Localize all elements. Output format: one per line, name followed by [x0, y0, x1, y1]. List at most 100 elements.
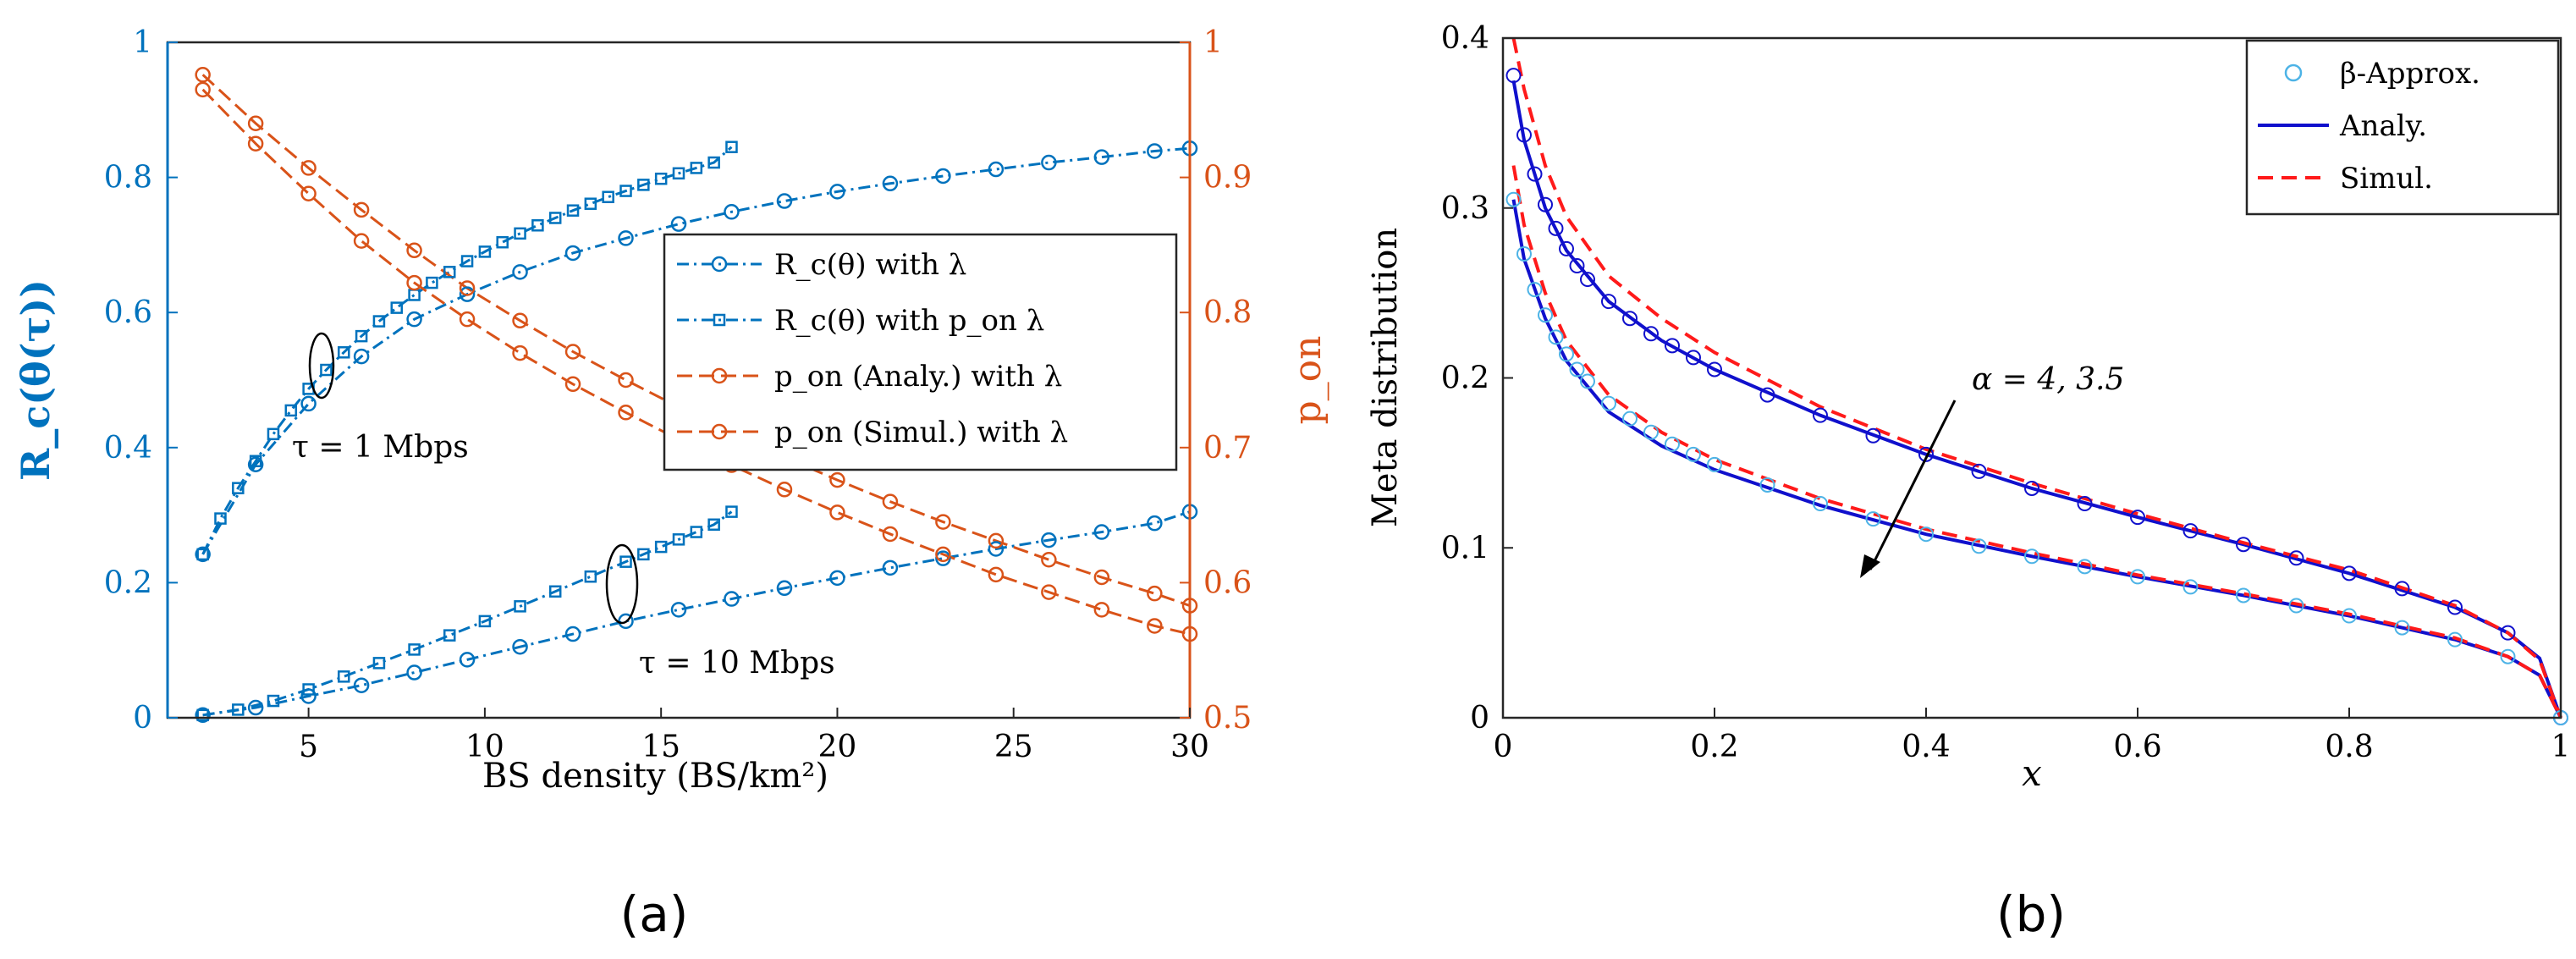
a-ytick-right-label: 0.9	[1203, 161, 1252, 196]
b-series-markers	[1505, 68, 2568, 725]
a-legend-label: R_c(θ) with λ	[774, 248, 966, 282]
a-ylabel-left: R_c(θ(τ))	[13, 279, 58, 481]
a-point	[353, 201, 370, 218]
b-point	[1569, 258, 1585, 274]
a-point	[584, 570, 597, 583]
a-point	[478, 615, 492, 628]
a-point	[372, 315, 386, 328]
b-series-line-2	[1511, 37, 2562, 719]
a-point	[390, 301, 404, 314]
a-point	[724, 204, 740, 220]
b-point	[2447, 599, 2463, 615]
b-point	[2500, 648, 2516, 664]
a-point	[1147, 515, 1163, 532]
b-legend-box	[2245, 39, 2560, 216]
a-point	[829, 504, 845, 521]
b-series-line-1	[1511, 199, 2562, 719]
b-point	[2024, 548, 2039, 565]
a-point	[249, 455, 262, 468]
b-point	[2500, 625, 2516, 641]
a-point	[459, 311, 476, 328]
b-legend: β-Approx. Analy. Simul.	[2245, 39, 2560, 216]
a-point	[829, 184, 845, 200]
b-point	[1686, 350, 1701, 366]
a-point	[724, 591, 740, 607]
a-point	[988, 541, 1005, 557]
a-point	[548, 585, 562, 598]
b-point	[2024, 480, 2039, 496]
a-point	[707, 156, 720, 169]
a-point	[776, 580, 793, 597]
a-point	[195, 546, 211, 563]
a-point	[619, 555, 632, 568]
a-point	[406, 311, 422, 328]
b-point	[1813, 496, 1828, 512]
a-point	[1093, 602, 1110, 618]
a-point	[725, 505, 738, 518]
a-point	[776, 482, 793, 498]
a-ytick-right-label: 0.5	[1203, 701, 1252, 736]
a-xtick-label: 30	[1170, 730, 1209, 764]
b-xtick-label: 0.2	[1690, 730, 1738, 764]
a-legend-marker	[711, 423, 728, 440]
b-point	[1580, 272, 1595, 288]
a-point	[300, 688, 316, 704]
a-point	[988, 566, 1005, 583]
a-ytick-right-label: 0.7	[1203, 431, 1252, 466]
b-point	[1622, 411, 1638, 427]
b-point	[1643, 326, 1659, 342]
a-legend-marker	[711, 256, 728, 273]
a-point	[353, 233, 370, 249]
panel-b: 0 0.2 0.4 0.6 0.8 1 0 0.1 0.2 0.3 0.4 Meta distrib…	[1366, 21, 2570, 943]
a-point	[232, 482, 245, 494]
b-xtick-label: 1	[2551, 730, 2571, 764]
b-point	[1527, 282, 1543, 298]
a-point	[1093, 149, 1110, 165]
a-legend-marker	[713, 313, 726, 327]
a-point	[1041, 532, 1057, 548]
a-point	[267, 694, 280, 708]
a-series-line-0	[201, 146, 1191, 555]
a-point	[564, 245, 581, 262]
a-point	[300, 185, 316, 202]
a-point	[247, 135, 264, 152]
a-point	[637, 548, 650, 561]
a-ylabel-right: p_on	[1286, 336, 1329, 425]
a-legend-label: p_on (Simul.) with λ	[774, 416, 1068, 449]
a-point	[302, 683, 315, 696]
a-point	[1093, 524, 1110, 540]
b-point	[1516, 127, 1532, 143]
panel-a: 5 10 15 20 25 30 0 0.2 0.4 0.6 0.8 1 0.5 0.6 0.7 0.8 0.9…	[13, 25, 1329, 943]
a-point	[478, 245, 492, 258]
b-arrowhead	[1860, 554, 1880, 578]
b-point	[1865, 511, 1881, 527]
a-point	[654, 540, 668, 554]
b-point	[2288, 550, 2304, 566]
a-xtick-label: 25	[994, 730, 1033, 764]
a-point	[670, 602, 687, 618]
a-point	[406, 664, 422, 681]
b-annotation-alpha: α = 4, 3.5	[1972, 362, 2124, 397]
a-point	[195, 67, 211, 83]
a-point	[1041, 154, 1057, 171]
a-point	[1147, 585, 1163, 602]
a-ellipse-tau10	[605, 543, 639, 625]
a-point	[935, 546, 951, 563]
a-point	[829, 570, 845, 587]
a-point	[355, 329, 368, 343]
a-xlabel: BS density (BS/km²)	[482, 757, 828, 796]
a-series-line-3	[202, 510, 733, 717]
a-annotation-tau10: τ = 10 Mbps	[639, 646, 835, 681]
a-point	[988, 532, 1005, 549]
b-legend-label: Analy.	[2339, 109, 2427, 143]
a-point	[196, 548, 209, 561]
a-point	[353, 348, 370, 365]
b-point	[2342, 565, 2357, 581]
b-point	[1665, 338, 1680, 354]
b-point	[2130, 569, 2145, 585]
a-point	[512, 264, 528, 280]
a-point	[935, 168, 951, 185]
b-legend-label: Simul.	[2340, 162, 2433, 196]
b-point	[1971, 463, 1987, 479]
b-point	[1813, 407, 1828, 423]
